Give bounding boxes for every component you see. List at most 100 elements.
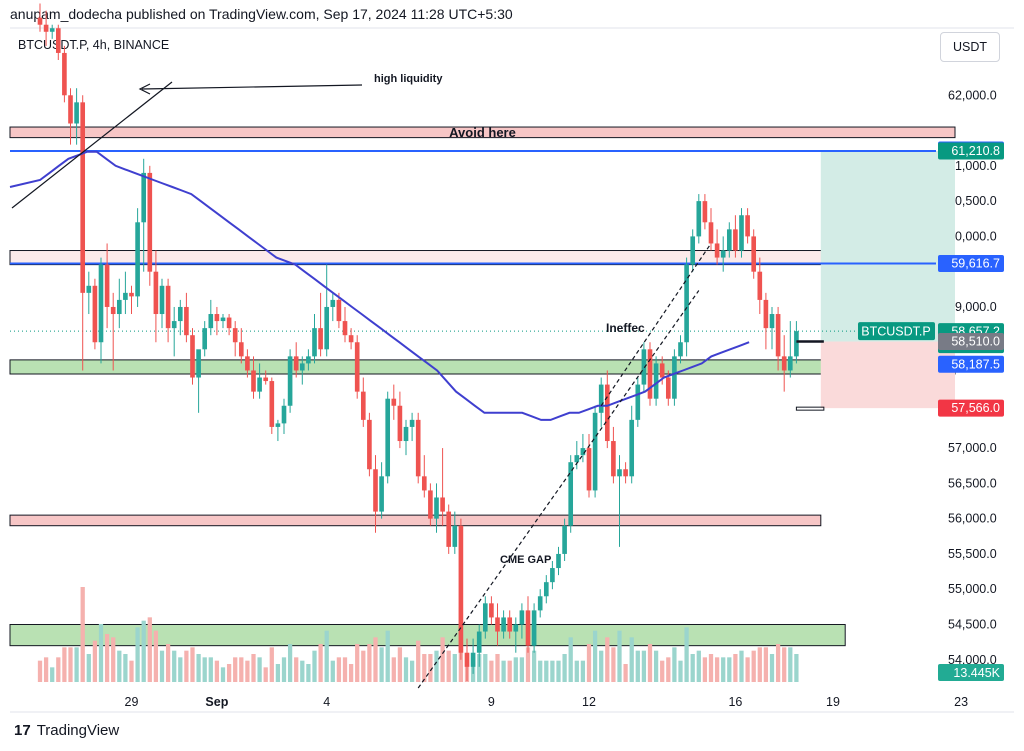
candle-body <box>470 652 476 667</box>
candle <box>604 370 610 449</box>
candle-body <box>354 342 360 392</box>
candle <box>629 405 635 484</box>
candle <box>550 560 555 590</box>
candle <box>678 335 683 364</box>
symbol-info[interactable]: BTCUSDT.P, 4h, BINANCE <box>18 38 170 52</box>
candle-body <box>269 381 275 427</box>
candle-body <box>68 95 73 124</box>
volume-bar <box>184 650 189 682</box>
candle <box>397 391 403 449</box>
tag-57566: 57,566.0 <box>951 401 1000 415</box>
candle <box>586 433 592 498</box>
currency-button[interactable]: USDT <box>940 32 1000 62</box>
candle <box>245 349 250 378</box>
candle <box>153 250 159 343</box>
candle <box>428 483 433 526</box>
candle-body <box>525 610 531 646</box>
candle-body <box>501 617 506 632</box>
candle <box>159 278 165 329</box>
x-tick-label: 23 <box>954 695 968 709</box>
volume-bar <box>538 660 543 682</box>
y-tick-label: 54,000.0 <box>948 653 997 667</box>
volume-bar <box>367 644 372 682</box>
candle-body <box>604 384 610 442</box>
candle <box>306 349 311 371</box>
tradingview-brand[interactable]: 17 TradingView <box>14 722 119 739</box>
candle <box>720 236 726 272</box>
candle <box>574 441 580 470</box>
volume-bar <box>605 637 610 682</box>
candle-body <box>110 306 116 315</box>
candle <box>470 638 476 674</box>
x-tick-label: 29 <box>125 695 139 709</box>
tag-58187: 58,187.5 <box>951 357 1000 371</box>
candle <box>592 405 598 498</box>
volume-bar <box>519 657 525 682</box>
volume-bar <box>745 657 750 682</box>
trendline-dashed-ineffec <box>600 243 712 407</box>
candle-body <box>49 28 55 32</box>
support-green-upper <box>9 359 956 375</box>
volume-bar <box>592 630 598 682</box>
candle-body <box>348 335 354 343</box>
candle-body <box>92 285 98 343</box>
volume-bar <box>775 644 781 682</box>
volume-bar <box>342 657 348 682</box>
volume-bar <box>477 654 482 682</box>
candle-body <box>653 363 659 399</box>
volume-bar <box>641 650 647 682</box>
volume-bar <box>336 657 342 682</box>
candle-body <box>86 285 92 293</box>
candle-body <box>574 455 580 463</box>
candle <box>226 314 232 336</box>
candle <box>202 321 208 357</box>
candle <box>275 419 281 442</box>
cme-gap-label: CME GAP <box>500 554 551 566</box>
candle-body <box>318 328 323 350</box>
candle-body <box>464 652 470 667</box>
candle-body <box>537 596 543 611</box>
candle-body <box>306 356 311 364</box>
candle <box>568 455 574 533</box>
candle-body <box>55 28 61 53</box>
volume-bar <box>141 620 146 682</box>
volume-bar <box>562 654 567 682</box>
volume-bar <box>544 660 549 682</box>
candle <box>726 222 732 258</box>
candle <box>421 455 427 498</box>
volume-bar <box>37 660 43 682</box>
volume-bar <box>599 650 604 682</box>
candle-body <box>617 469 622 477</box>
support-green-lower <box>9 623 846 647</box>
tag-59616: 59,616.7 <box>951 256 1000 270</box>
candle <box>482 596 488 639</box>
candle-body <box>489 603 494 618</box>
candle-body <box>373 469 378 512</box>
volume-bar <box>379 647 384 682</box>
candle-body <box>720 250 726 258</box>
support-red-lower <box>9 514 822 527</box>
candle-body <box>531 610 537 646</box>
candle <box>62 45 67 103</box>
candle-body <box>74 102 79 124</box>
candle-body <box>196 349 201 378</box>
candle <box>562 518 567 561</box>
x-tick-label: 12 <box>582 695 596 709</box>
volume-bar <box>678 660 683 682</box>
brand-name: TradingView <box>36 722 120 739</box>
candle-body <box>794 331 799 357</box>
candle <box>757 257 763 315</box>
candle <box>434 483 439 533</box>
volume-tag: 13.445K <box>953 666 1000 680</box>
candle <box>775 306 781 371</box>
candle <box>769 306 775 350</box>
volume-bar <box>104 634 110 682</box>
candle <box>391 384 397 420</box>
volume-tag-bg <box>938 664 1004 681</box>
candle-body <box>476 631 482 653</box>
candle-body <box>751 236 757 272</box>
volume-bar <box>98 624 104 682</box>
candle-body <box>226 317 232 329</box>
candle <box>543 575 549 604</box>
